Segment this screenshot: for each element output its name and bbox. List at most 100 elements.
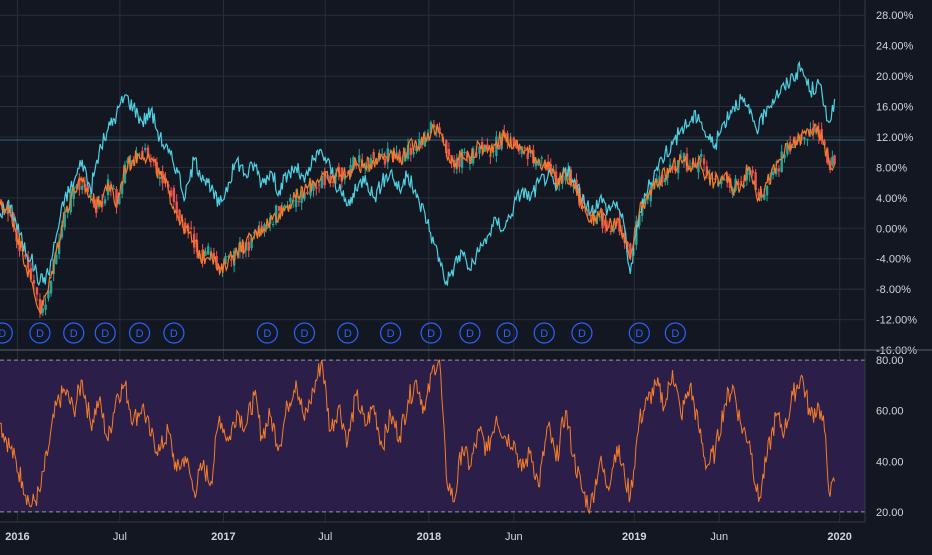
- series-line-orange: [0, 123, 836, 315]
- candle-body: [315, 186, 318, 189]
- candle-body: [666, 171, 669, 178]
- dividend-marker[interactable]: D: [420, 322, 442, 344]
- dividend-marker-circle[interactable]: [496, 322, 518, 344]
- candle-body: [18, 240, 21, 252]
- price-axis-label: 20.00%: [876, 71, 914, 83]
- candle-body: [41, 308, 44, 313]
- candle-body: [486, 144, 489, 151]
- dividend-marker[interactable]: D: [293, 322, 316, 344]
- candle-body: [32, 280, 36, 284]
- dividend-marker[interactable]: D: [496, 322, 518, 344]
- dividend-marker[interactable]: D: [337, 322, 359, 344]
- dividend-marker[interactable]: D: [94, 322, 116, 344]
- candle-body: [409, 148, 413, 155]
- candle-body: [323, 171, 326, 186]
- candle-body: [791, 146, 795, 149]
- candle-body: [603, 219, 607, 226]
- dividend-marker[interactable]: D: [664, 322, 686, 344]
- price-axis-label: 4.00%: [876, 193, 907, 205]
- candle-body: [383, 158, 387, 165]
- candle-body: [118, 196, 121, 205]
- dividend-marker[interactable]: D: [29, 322, 51, 344]
- candle-body: [366, 166, 370, 169]
- dividend-marker-circle[interactable]: [533, 322, 555, 344]
- dividend-marker[interactable]: D: [459, 322, 481, 344]
- candle-body: [129, 160, 132, 167]
- candle-body: [682, 153, 686, 162]
- candle-body: [452, 160, 456, 167]
- series-layer: [0, 60, 836, 315]
- dividend-marker[interactable]: D: [628, 322, 650, 344]
- candle-body: [737, 182, 740, 186]
- candle-body: [526, 153, 529, 159]
- candle-body: [685, 153, 689, 171]
- candle-body: [149, 161, 153, 163]
- dividend-marker-circle[interactable]: [163, 322, 185, 344]
- candle-body: [44, 304, 47, 310]
- candle-body: [35, 287, 39, 295]
- candle-body: [300, 193, 303, 204]
- candle-body: [754, 172, 757, 190]
- dividend-marker-circle[interactable]: [420, 322, 442, 344]
- candle-body: [702, 158, 706, 165]
- dividend-marker-circle[interactable]: [337, 322, 359, 344]
- dividend-marker-circle[interactable]: [628, 322, 650, 344]
- candle-body: [520, 146, 523, 154]
- dividend-marker-circle[interactable]: [664, 322, 686, 344]
- dividend-marker[interactable]: D: [163, 322, 185, 344]
- dividend-marker[interactable]: D: [63, 322, 85, 344]
- candle-body: [438, 127, 441, 134]
- candle-body: [458, 156, 461, 167]
- dividend-marker-circle[interactable]: [293, 322, 316, 344]
- candle-body: [694, 162, 697, 167]
- dividend-marker-circle[interactable]: [256, 322, 278, 344]
- dividend-marker-label: D: [170, 328, 178, 340]
- candle-body: [146, 147, 150, 158]
- candle-body: [115, 188, 118, 208]
- candle-body: [826, 148, 829, 163]
- candle-body: [745, 168, 749, 181]
- dividend-marker-circle[interactable]: [459, 322, 481, 344]
- candle-body: [75, 185, 78, 189]
- candle-body: [317, 184, 321, 186]
- dividend-marker[interactable]: D: [128, 322, 151, 344]
- dividend-marker-circle[interactable]: [379, 322, 402, 344]
- candle-body: [398, 151, 401, 163]
- dividend-marker-circle[interactable]: [0, 322, 13, 344]
- series-line-cyan: [0, 60, 836, 287]
- dividend-marker[interactable]: D: [533, 322, 555, 344]
- candle-body: [534, 159, 538, 167]
- time-axis-label: 2017: [211, 531, 235, 543]
- candle-body: [823, 140, 826, 146]
- candle-body: [423, 137, 427, 147]
- candle-body: [320, 175, 324, 189]
- candle-body: [271, 224, 275, 226]
- candle-body: [49, 281, 53, 294]
- candle-body: [777, 168, 781, 172]
- dividend-marker[interactable]: D: [379, 322, 402, 344]
- candle-body: [664, 178, 667, 183]
- dividend-marker-circle[interactable]: [128, 322, 151, 344]
- candle-body: [786, 144, 789, 155]
- dividend-marker-circle[interactable]: [63, 322, 85, 344]
- dividend-marker[interactable]: D: [0, 322, 13, 344]
- candle-body: [215, 256, 218, 266]
- price-axis-label: -16.00%: [876, 345, 917, 357]
- candle-body: [643, 202, 647, 204]
- candle-body: [475, 152, 478, 157]
- candle-body: [38, 299, 42, 313]
- price-axis-label: -8.00%: [876, 284, 911, 296]
- candle-body: [697, 161, 700, 173]
- dividend-marker-circle[interactable]: [94, 322, 116, 344]
- price-axis-label: 28.00%: [876, 10, 914, 22]
- rsi-axis-label: 60.00: [876, 406, 904, 418]
- rsi-line: [0, 359, 836, 515]
- candle-body: [640, 206, 644, 216]
- axis-layer: 28.00% 24.00% 20.00% 16.00% 12.00% 8.00% 4.00%…: [5, 10, 917, 543]
- dividend-marker[interactable]: D: [256, 322, 278, 344]
- dividend-marker[interactable]: D: [571, 322, 593, 344]
- dividend-marker-circle[interactable]: [29, 322, 51, 344]
- candle-body: [774, 168, 778, 175]
- dividend-marker-circle[interactable]: [571, 322, 593, 344]
